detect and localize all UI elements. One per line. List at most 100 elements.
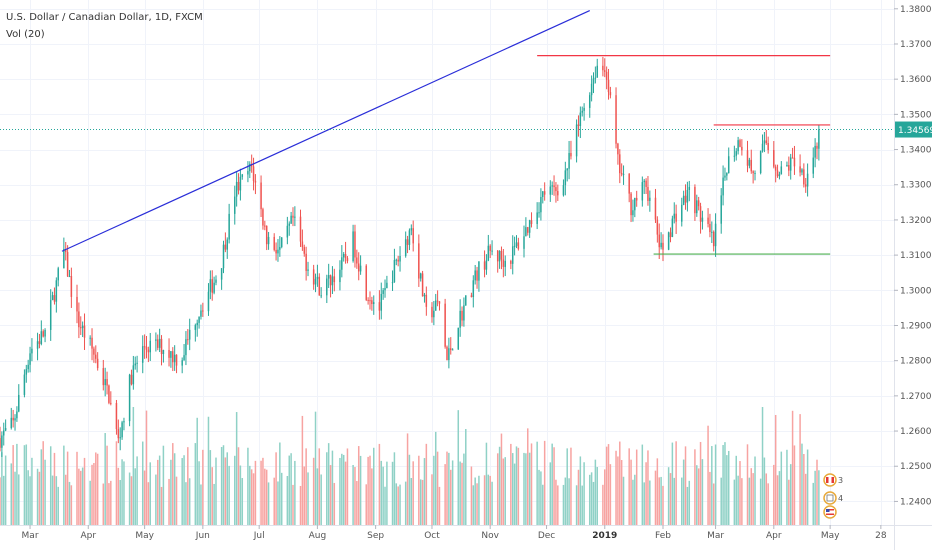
candle xyxy=(472,275,475,308)
volume-bar xyxy=(162,445,165,525)
volume-bar xyxy=(684,446,687,525)
volume-bar xyxy=(241,478,244,525)
volume-bar xyxy=(36,468,39,525)
candle-body xyxy=(0,438,1,448)
candle-body xyxy=(380,293,383,311)
candle xyxy=(513,236,516,256)
volume-bar xyxy=(254,460,257,525)
volume-bar xyxy=(160,486,163,525)
candle xyxy=(791,147,794,159)
candle xyxy=(312,264,315,290)
volume-bar xyxy=(382,466,384,525)
volume-bar xyxy=(91,464,93,525)
volume-bar xyxy=(307,472,309,525)
candle xyxy=(0,426,1,452)
volume-bar xyxy=(615,450,617,525)
candle xyxy=(421,270,424,297)
candle-body xyxy=(472,280,475,297)
volume-bar xyxy=(577,469,580,525)
candle xyxy=(525,217,527,237)
volume-bar xyxy=(793,445,796,525)
candle-body xyxy=(292,215,294,218)
candle-body xyxy=(604,70,606,72)
volume-bar xyxy=(158,455,161,525)
candle xyxy=(80,316,82,335)
volume-bar xyxy=(356,481,358,525)
candle-body xyxy=(465,295,467,306)
candle-body xyxy=(346,258,349,262)
time-axis[interactable]: Mar Apr May Jun Jul Aug Sep Oct Nov Dec 2019 Feb Mar… xyxy=(22,525,887,541)
volume-bar xyxy=(602,484,604,525)
volume-bar xyxy=(168,478,170,525)
candle-body xyxy=(709,223,711,233)
candle-body xyxy=(265,225,268,245)
volume-bar xyxy=(617,456,619,525)
volume-bar xyxy=(25,444,28,525)
volume-bar xyxy=(538,469,540,525)
volume-bar xyxy=(196,417,198,525)
candle xyxy=(634,197,636,218)
candle-body xyxy=(273,236,275,250)
candle xyxy=(31,338,33,362)
candle-body xyxy=(224,244,227,250)
volume-bar xyxy=(483,475,486,525)
volume-bar xyxy=(654,470,657,525)
candle xyxy=(196,319,198,337)
candle xyxy=(570,140,572,160)
candle xyxy=(814,138,816,168)
drawing-tools[interactable] xyxy=(0,10,894,255)
volume-bar xyxy=(187,447,189,525)
candle xyxy=(95,345,97,364)
candle xyxy=(735,148,737,161)
candle-body xyxy=(132,365,135,385)
volume-bar xyxy=(371,468,373,525)
volume-bar xyxy=(444,464,446,525)
volume-indicator-label[interactable]: Vol (20) xyxy=(6,29,45,40)
candle-body xyxy=(119,437,121,439)
volume-bar xyxy=(14,471,16,525)
volume-bar xyxy=(175,476,178,525)
volume-bar xyxy=(320,474,322,525)
candle-body xyxy=(14,418,16,421)
volume-bar xyxy=(619,441,621,525)
volume-bar xyxy=(44,459,46,525)
volume-bar xyxy=(132,407,135,525)
candle-body xyxy=(10,417,13,429)
volume-bar xyxy=(342,454,345,525)
us-flag-icon[interactable] xyxy=(823,505,837,519)
calendar-icon[interactable]: 4 xyxy=(823,491,843,505)
volume-bar xyxy=(712,483,715,525)
volume-bar xyxy=(145,410,148,525)
candle-body xyxy=(617,143,619,155)
candle-body xyxy=(172,351,174,363)
candle-body xyxy=(570,153,572,157)
volume-bar xyxy=(303,466,306,525)
candle-body xyxy=(551,185,553,187)
candle-body xyxy=(55,280,58,302)
candle-body xyxy=(780,166,783,175)
volume-bar xyxy=(714,444,717,525)
candle-body xyxy=(793,157,796,167)
candle xyxy=(504,255,506,277)
canada-flag-icon[interactable]: 3 xyxy=(823,473,843,487)
candle xyxy=(294,206,296,227)
candle xyxy=(63,237,65,269)
price-axis[interactable]: 1.38000 1.37000 1.36000 1.35000 1.34000 1.330… xyxy=(894,5,932,508)
candle-body xyxy=(434,300,437,311)
candle xyxy=(93,346,95,363)
volume-bar xyxy=(669,473,672,525)
price-tick-label: 1.37000 xyxy=(900,40,932,50)
candle-body xyxy=(615,95,617,144)
candle xyxy=(647,175,649,206)
candle xyxy=(496,250,499,273)
candle-body xyxy=(724,175,726,178)
candle xyxy=(357,252,360,281)
candle-body xyxy=(701,217,704,222)
candle xyxy=(23,369,26,398)
candle-body xyxy=(542,191,544,198)
symbol-title[interactable]: U.S. Dollar / Canadian Dollar, 1D, FXCM xyxy=(6,12,203,23)
candle-body xyxy=(49,300,52,330)
volume-bar xyxy=(102,483,105,525)
event-badges[interactable]: 34 xyxy=(823,473,843,519)
